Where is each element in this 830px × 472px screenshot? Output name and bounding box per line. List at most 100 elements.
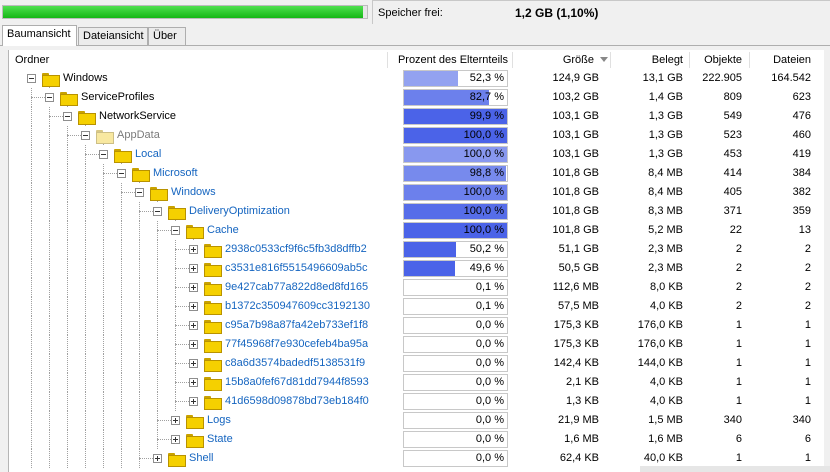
expand-plus-icon[interactable] (189, 340, 198, 349)
folder-name[interactable]: Microsoft (153, 167, 198, 179)
expand-plus-icon[interactable] (189, 302, 198, 311)
table-header: Ordner Prozent des Elternteils Größe Bel… (9, 50, 830, 70)
folder-name[interactable]: AppData (117, 129, 160, 141)
table-row[interactable]: c3531e816f5515496609ab5c 49,6 % 50,5 GB 2,3… (9, 259, 830, 278)
column-header-percent[interactable]: Prozent des Elternteils (397, 54, 508, 66)
folder-name[interactable]: State (207, 433, 233, 445)
tree-guide-line (31, 297, 32, 316)
table-row[interactable]: AppData 100,0 % 103,1 GB 1,3 GB 523 460 (9, 126, 830, 145)
table-row[interactable]: 2938c0533cf9f6c5fb3d8dffb2 50,2 % 51,1 GB 2… (9, 240, 830, 259)
percent-of-parent-cell: 0,0 % (403, 393, 508, 410)
column-header-objects[interactable]: Objekte (704, 54, 742, 66)
column-header-files[interactable]: Dateien (773, 54, 811, 66)
expand-plus-icon[interactable] (189, 321, 198, 330)
folder-name[interactable]: c8a6d3574badedf5138531f9 (225, 357, 366, 369)
folder-name[interactable]: c3531e816f5515496609ab5c (225, 262, 368, 274)
expand-plus-icon[interactable] (171, 435, 180, 444)
table-row[interactable]: 15b8a0fef67d81dd7944f8593 0,0 % 2,1 KB 4,0 … (9, 373, 830, 392)
free-space-label: Speicher frei: (378, 7, 443, 19)
table-row[interactable]: Cache 100,0 % 101,8 GB 5,2 MB 22 13 (9, 221, 830, 240)
tree-guide-line (121, 202, 122, 221)
column-divider[interactable] (610, 52, 611, 68)
column-divider[interactable] (749, 52, 750, 68)
column-divider[interactable] (512, 52, 513, 68)
folder-name[interactable]: b1372c350947609cc3192130 (225, 300, 370, 312)
size-value: 50,5 GB (558, 262, 599, 274)
table-row[interactable]: 9e427cab77a822d8ed8fd165 0,1 % 112,6 MB 8,0… (9, 278, 830, 297)
collapse-minus-icon[interactable] (81, 131, 90, 140)
folder-name[interactable]: Windows (171, 186, 216, 198)
percent-value: 52,3 % (469, 72, 504, 84)
folder-name[interactable]: ServiceProfiles (81, 91, 155, 103)
expand-plus-icon[interactable] (189, 245, 198, 254)
collapse-minus-icon[interactable] (135, 188, 144, 197)
table-row[interactable]: DeliveryOptimization 100,0 % 101,8 GB 8,3 M… (9, 202, 830, 221)
collapse-minus-icon[interactable] (99, 150, 108, 159)
tree-guide-line (31, 240, 32, 259)
folder-name[interactable]: 15b8a0fef67d81dd7944f8593 (225, 376, 369, 388)
tab-tree-view[interactable]: Baumansicht (2, 25, 77, 46)
expand-plus-icon[interactable] (189, 378, 198, 387)
table-row[interactable]: ServiceProfiles 82,7 % 103,2 GB 1,4 GB 809 62… (9, 88, 830, 107)
folder-name[interactable]: 2938c0533cf9f6c5fb3d8dffb2 (225, 243, 367, 255)
folder-name[interactable]: NetworkService (99, 110, 177, 122)
table-row[interactable]: c95a7b98a87fa42eb733ef1f8 0,0 % 175,3 KB 17… (9, 316, 830, 335)
folder-name[interactable]: c95a7b98a87fa42eb733ef1f8 (225, 319, 369, 331)
column-header-size[interactable]: Größe (513, 50, 608, 70)
table-row[interactable]: Microsoft 98,8 % 101,8 GB 8,4 MB 414 384 (9, 164, 830, 183)
tree-guide-line (31, 430, 32, 449)
folder-name[interactable]: Cache (207, 224, 239, 236)
percent-value: 0,0 % (475, 452, 504, 464)
column-header-allocated[interactable]: Belegt (651, 54, 683, 66)
files-count: 6 (804, 433, 811, 445)
expand-plus-icon[interactable] (189, 283, 198, 292)
table-row[interactable]: 77f45968f7e930cefeb4ba95a 0,0 % 175,3 KB 17… (9, 335, 830, 354)
table-row[interactable]: c8a6d3574badedf5138531f9 0,0 % 142,4 KB 144… (9, 354, 830, 373)
percent-bar (404, 204, 507, 219)
collapse-minus-icon[interactable] (63, 112, 72, 121)
table-row[interactable]: Windows 52,3 % 124,9 GB 13,1 GB 222.905 164.5… (9, 69, 830, 88)
table-row[interactable]: Windows 100,0 % 101,8 GB 8,4 MB 405 382 (9, 183, 830, 202)
collapse-minus-icon[interactable] (171, 226, 180, 235)
expand-plus-icon[interactable] (189, 264, 198, 273)
table-row[interactable]: Logs 0,0 % 21,9 MB 1,5 MB 340 340 (9, 411, 830, 430)
collapse-minus-icon[interactable] (153, 207, 162, 216)
table-row[interactable]: Shell 0,0 % 62,4 KB 40,0 KB 1 1 (9, 449, 830, 468)
folder-name[interactable]: 77f45968f7e930cefeb4ba95a (225, 338, 369, 350)
folder-name[interactable]: 9e427cab77a822d8ed8fd165 (225, 281, 369, 293)
table-row[interactable]: b1372c350947609cc3192130 0,1 % 57,5 MB 4,0 … (9, 297, 830, 316)
column-divider[interactable] (689, 52, 690, 68)
folder-name[interactable]: Logs (207, 414, 231, 426)
folder-tree-table[interactable]: Ordner Prozent des Elternteils Größe Bel… (8, 50, 830, 472)
table-row[interactable]: Local 100,0 % 103,1 GB 1,3 GB 453 419 (9, 145, 830, 164)
folder-name[interactable]: 41d6598d09878bd73eb184f0 (225, 395, 369, 407)
expand-plus-icon[interactable] (153, 454, 162, 463)
collapse-minus-icon[interactable] (117, 169, 126, 178)
tab-about[interactable]: Über (148, 27, 186, 45)
horizontal-scrollbar[interactable] (640, 466, 830, 472)
vertical-scrollbar[interactable] (824, 50, 830, 472)
size-value: 1,3 KB (565, 395, 599, 407)
tree-guide-line (103, 354, 104, 373)
allocated-value: 8,3 MB (648, 205, 683, 217)
column-divider[interactable] (387, 52, 388, 68)
tree-guide-line (121, 259, 122, 278)
expand-plus-icon[interactable] (189, 397, 198, 406)
table-row[interactable]: State 0,0 % 1,6 MB 1,6 MB 6 6 (9, 430, 830, 449)
table-row[interactable]: 41d6598d09878bd73eb184f0 0,0 % 1,3 KB 4,0 K… (9, 392, 830, 411)
folder-name[interactable]: Local (135, 148, 162, 160)
tree-guide-line (31, 354, 32, 373)
folder-name[interactable]: DeliveryOptimization (189, 205, 290, 217)
folder-name[interactable]: Shell (189, 452, 214, 464)
expand-plus-icon[interactable] (171, 416, 180, 425)
tree-guide-line (85, 430, 86, 449)
tree-guide-line (139, 259, 140, 278)
folder-name[interactable]: Windows (63, 72, 108, 84)
collapse-minus-icon[interactable] (27, 74, 36, 83)
collapse-minus-icon[interactable] (45, 93, 54, 102)
expand-plus-icon[interactable] (189, 359, 198, 368)
tree-guide-line (103, 392, 104, 411)
tab-file-view[interactable]: Dateiansicht (78, 27, 148, 45)
table-row[interactable]: NetworkService 99,9 % 103,1 GB 1,3 GB 549 476 (9, 107, 830, 126)
column-header-folder[interactable]: Ordner (15, 54, 50, 66)
